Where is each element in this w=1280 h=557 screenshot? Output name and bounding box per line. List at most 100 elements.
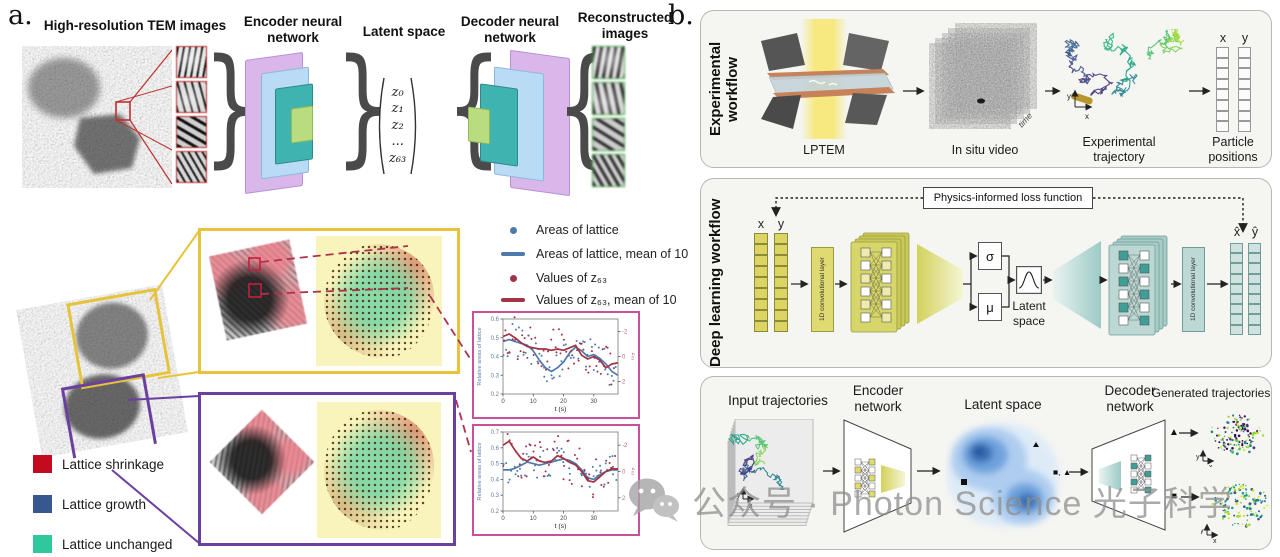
encoder-network-label: Encoder network [852, 383, 904, 414]
growth-swatch [33, 495, 52, 513]
input-trajectories-label: Input trajectories [728, 393, 828, 408]
experimental-workflow-box: Experimental workflow LPTEM In situ vide… [700, 10, 1272, 168]
experimental-workflow-title: Experimental workflow [707, 41, 741, 137]
positions-y-column [1238, 47, 1251, 132]
svg-text:0.6: 0.6 [491, 317, 500, 323]
reconstructed-column [592, 46, 628, 187]
reconstructed-patch [592, 118, 625, 151]
tem-title: High-resolution TEM images [43, 18, 227, 33]
decoder-dense-block [1108, 235, 1168, 336]
rotated-tem-image [16, 284, 188, 470]
left-paren [378, 77, 385, 175]
input-y-header: y [777, 217, 785, 231]
dl-latent-space-label: Latent space [1012, 299, 1046, 328]
latent-space-label: Latent space [964, 397, 1042, 412]
lptem-label: LPTEM [803, 143, 845, 157]
latent-title: Latent space [362, 24, 446, 39]
deep-learning-workflow-box: Deep learning workflow Physics-informed … [700, 178, 1272, 368]
svg-text:0.2: 0.2 [491, 509, 500, 515]
deep-learning-workflow-title: Deep learning workflow [707, 198, 724, 367]
input-trajectories-stack: yx [727, 419, 814, 526]
areas-dot-marker [509, 226, 517, 234]
square-marker [961, 479, 967, 485]
latent-z2: z₂ [391, 117, 404, 133]
svg-text:0: 0 [501, 399, 505, 405]
svg-text:2: 2 [622, 380, 626, 386]
output-xhat-column [1230, 243, 1243, 335]
encoder-network-trapezoid [843, 419, 912, 533]
right-paren [410, 77, 417, 175]
legend-areas-line: Areas of lattice, mean of 10 [500, 244, 688, 264]
reconstructed-patch [592, 46, 625, 79]
tem-patch [176, 81, 207, 113]
reconstructed-patch [592, 82, 625, 115]
svg-text:x: x [1209, 464, 1213, 467]
experimental-trajectory-label: Experimental trajectory [1082, 135, 1156, 164]
panel-a: a. High-resolution TEM images } Encoder … [8, 0, 688, 553]
decoder-title: Decoder neural network [460, 14, 560, 45]
svg-text:10: 10 [530, 516, 537, 522]
particle-positions-label: Particle positions [1208, 135, 1258, 164]
plot-box-yellow-region: 0 10 20 30 0.2 0.3 0.4 0.5 0.6 -2 0 2 t (s) Relative … [472, 311, 640, 419]
yellow-detail-box [198, 228, 460, 374]
input-x-header: x [757, 217, 765, 231]
reconstructed-title: Reconstructed images [577, 10, 673, 41]
unchanged-label: Lattice unchanged [62, 536, 173, 552]
svg-text:z₆₃: z₆₃ [630, 353, 635, 361]
purple-box-lattice-map [317, 402, 441, 538]
svg-text:x: x [1213, 538, 1217, 543]
plot-box-purple-region: 0 10 20 30 0.2 0.3 0.4 0.5 0.6 0.7 -2 0 2 t (s) Relati… [472, 420, 640, 536]
brace-encoder: } [335, 30, 391, 180]
areas-line-label: Areas of lattice, mean of 10 [536, 247, 689, 261]
sigma-box: σ [978, 242, 1002, 270]
positions-x-column [1216, 47, 1229, 132]
areas-line-marker [501, 252, 525, 256]
purple-detail-box [198, 392, 456, 546]
legend-lattice-growth: Lattice growth [33, 494, 146, 514]
lattice-dot-blob [324, 410, 434, 530]
legend-z63-dot: Values of z₆₃ [500, 268, 607, 288]
mu-box: μ [978, 293, 1002, 321]
svg-text:20: 20 [560, 516, 567, 522]
experimental-trajectory-plot: y x [1064, 29, 1185, 121]
tem-patch [176, 151, 207, 183]
svg-text:x: x [749, 503, 753, 510]
panel-b-label: b. [668, 0, 694, 31]
yellow-box-patch [208, 239, 308, 341]
lattice-area-plot-1: 0 10 20 30 0.2 0.3 0.4 0.5 0.6 -2 0 2 t (s) Relative … [477, 316, 636, 413]
latent-vector: z₀ z₁ z₂ ... z₆₃ [374, 76, 421, 176]
svg-text:0.2: 0.2 [491, 392, 500, 398]
svg-text:0.7: 0.7 [491, 430, 500, 436]
svg-text:z₆₃: z₆₃ [630, 468, 635, 476]
svg-text:0.5: 0.5 [491, 336, 500, 342]
encoder-stack [243, 50, 339, 198]
svg-text:0.3: 0.3 [491, 373, 500, 379]
latent-gaussian-box [1016, 266, 1042, 294]
lattice-area-plot-2: 0 10 20 30 0.2 0.3 0.4 0.5 0.6 0.7 -2 0 2 t (s) Relati… [477, 420, 636, 530]
purple-box-patch [209, 409, 315, 515]
output-yhat-column [1248, 243, 1261, 335]
output-xhat-header: x̂ [1233, 225, 1241, 239]
svg-text:0: 0 [622, 355, 626, 361]
svg-text:20: 20 [560, 399, 567, 405]
svg-text:0.3: 0.3 [491, 493, 500, 499]
svg-text:0.5: 0.5 [491, 462, 500, 468]
latent-z0: z₀ [391, 84, 404, 100]
svg-text:30: 30 [590, 399, 597, 405]
svg-text:y: y [1201, 528, 1204, 535]
triangle-output-marker: ▲ [1169, 427, 1179, 438]
z63-line-marker [501, 298, 525, 302]
svg-text:0: 0 [622, 470, 626, 476]
svg-text:0.4: 0.4 [491, 355, 500, 361]
svg-text:0.6: 0.6 [491, 446, 500, 452]
areas-dot-label: Areas of lattice [536, 223, 619, 237]
svg-text:x: x [1085, 112, 1089, 121]
yellow-roi-box [66, 287, 171, 390]
tem-image [22, 46, 172, 188]
shrinkage-swatch [33, 455, 52, 473]
decoder-network-label: Decoder network [1104, 383, 1156, 414]
svg-text:y: y [737, 492, 741, 499]
latent-z63: z₆₃ [389, 150, 407, 166]
decoder-stack [458, 48, 570, 200]
tem-patch-column [176, 46, 209, 183]
